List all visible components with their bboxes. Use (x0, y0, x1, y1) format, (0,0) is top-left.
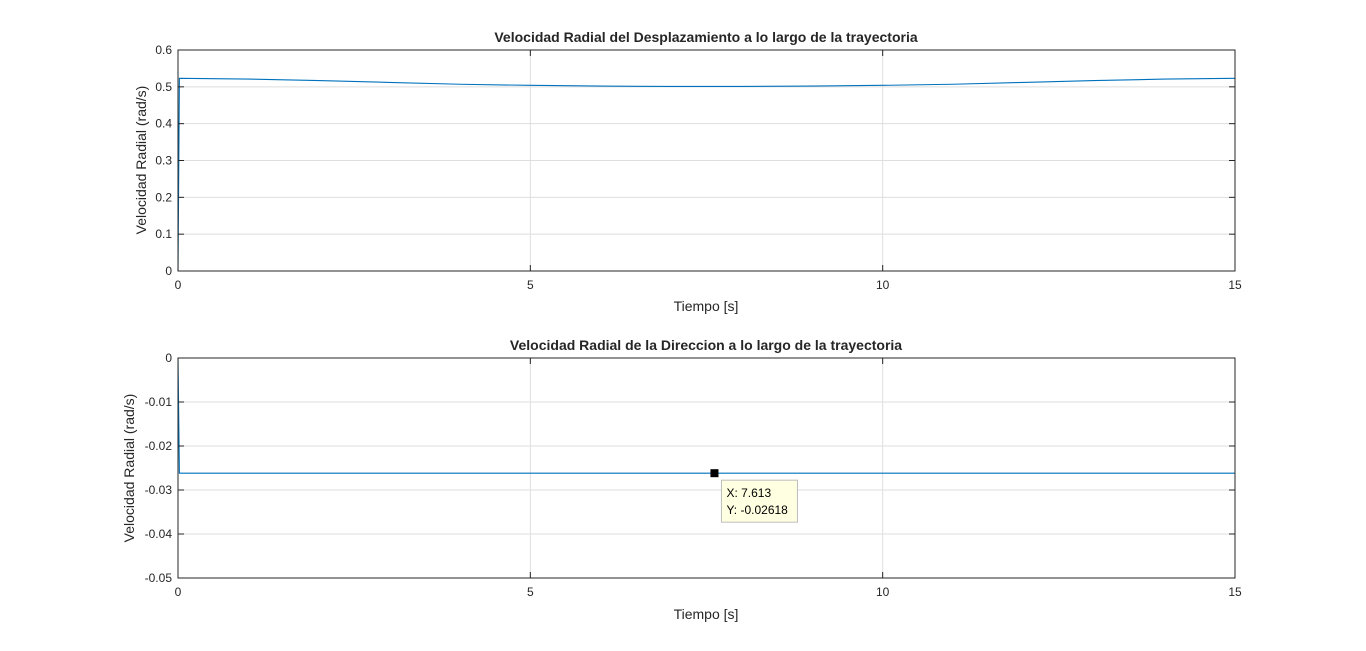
x-tick-label: 10 (876, 278, 890, 292)
series-line (177, 77, 1236, 272)
y-axis-label: Velocidad Radial (rad/s) (133, 86, 149, 235)
tick-layer: 0 5 10 15 0 -0.01 -0.02 -0.03 -0.04 -0.05 (145, 351, 1242, 599)
datatip-x-text: X: 7.613 (726, 486, 771, 500)
x-tick-label: 0 (175, 585, 182, 599)
plot-title: Velocidad Radial de la Direccion a lo la… (510, 337, 902, 353)
tick-layer: 0 5 10 15 0 0.1 0.2 0.3 0.4 0.5 0.6 (155, 43, 1242, 292)
y-tick-label: 0.6 (155, 43, 172, 57)
x-tick-label: 5 (527, 278, 534, 292)
datatip-layer: X: 7.613 Y: -0.02618 (710, 469, 798, 523)
y-tick-label: 0.4 (155, 117, 172, 131)
y-tick-label: -0.04 (145, 527, 173, 541)
y-tick-label: -0.01 (145, 395, 173, 409)
grid-layer (178, 358, 1235, 578)
y-tick-label: 0 (165, 264, 172, 278)
series-layer (177, 77, 1236, 272)
velocity-displacement-plot: 0 5 10 15 0 0.1 0.2 0.3 0.4 0.5 0.6 Velocidad Radi… (133, 29, 1242, 314)
datatip-box[interactable] (720, 479, 798, 523)
y-tick-label: -0.05 (145, 571, 173, 585)
x-tick-label: 15 (1228, 585, 1242, 599)
x-axis-label: Tiempo [s] (674, 606, 739, 622)
plot-area (178, 358, 1235, 578)
datatip-marker[interactable] (710, 469, 719, 478)
x-tick-label: 5 (527, 585, 534, 599)
velocity-direction-plot: 0 5 10 15 0 -0.01 -0.02 -0.03 -0.04 -0.05 X: 7.61… (121, 337, 1242, 622)
y-tick-label: 0.5 (155, 80, 172, 94)
y-tick-label: 0.3 (155, 154, 172, 168)
y-tick-label: 0.1 (155, 227, 172, 241)
axes-box (177, 357, 1236, 579)
x-tick-label: 0 (175, 278, 182, 292)
y-tick-label: 0 (165, 351, 172, 365)
y-tick-label: -0.02 (145, 439, 173, 453)
plot-title: Velocidad Radial del Desplazamiento a lo… (494, 29, 917, 45)
y-tick-label: 0.2 (155, 190, 172, 204)
grid-layer (178, 50, 1235, 271)
datatip-y-text: Y: -0.02618 (726, 503, 788, 517)
x-tick-label: 10 (876, 585, 890, 599)
x-tick-label: 15 (1228, 278, 1242, 292)
x-axis-label: Tiempo [s] (674, 298, 739, 314)
y-axis-label: Velocidad Radial (rad/s) (121, 394, 137, 543)
y-tick-label: -0.03 (145, 483, 173, 497)
